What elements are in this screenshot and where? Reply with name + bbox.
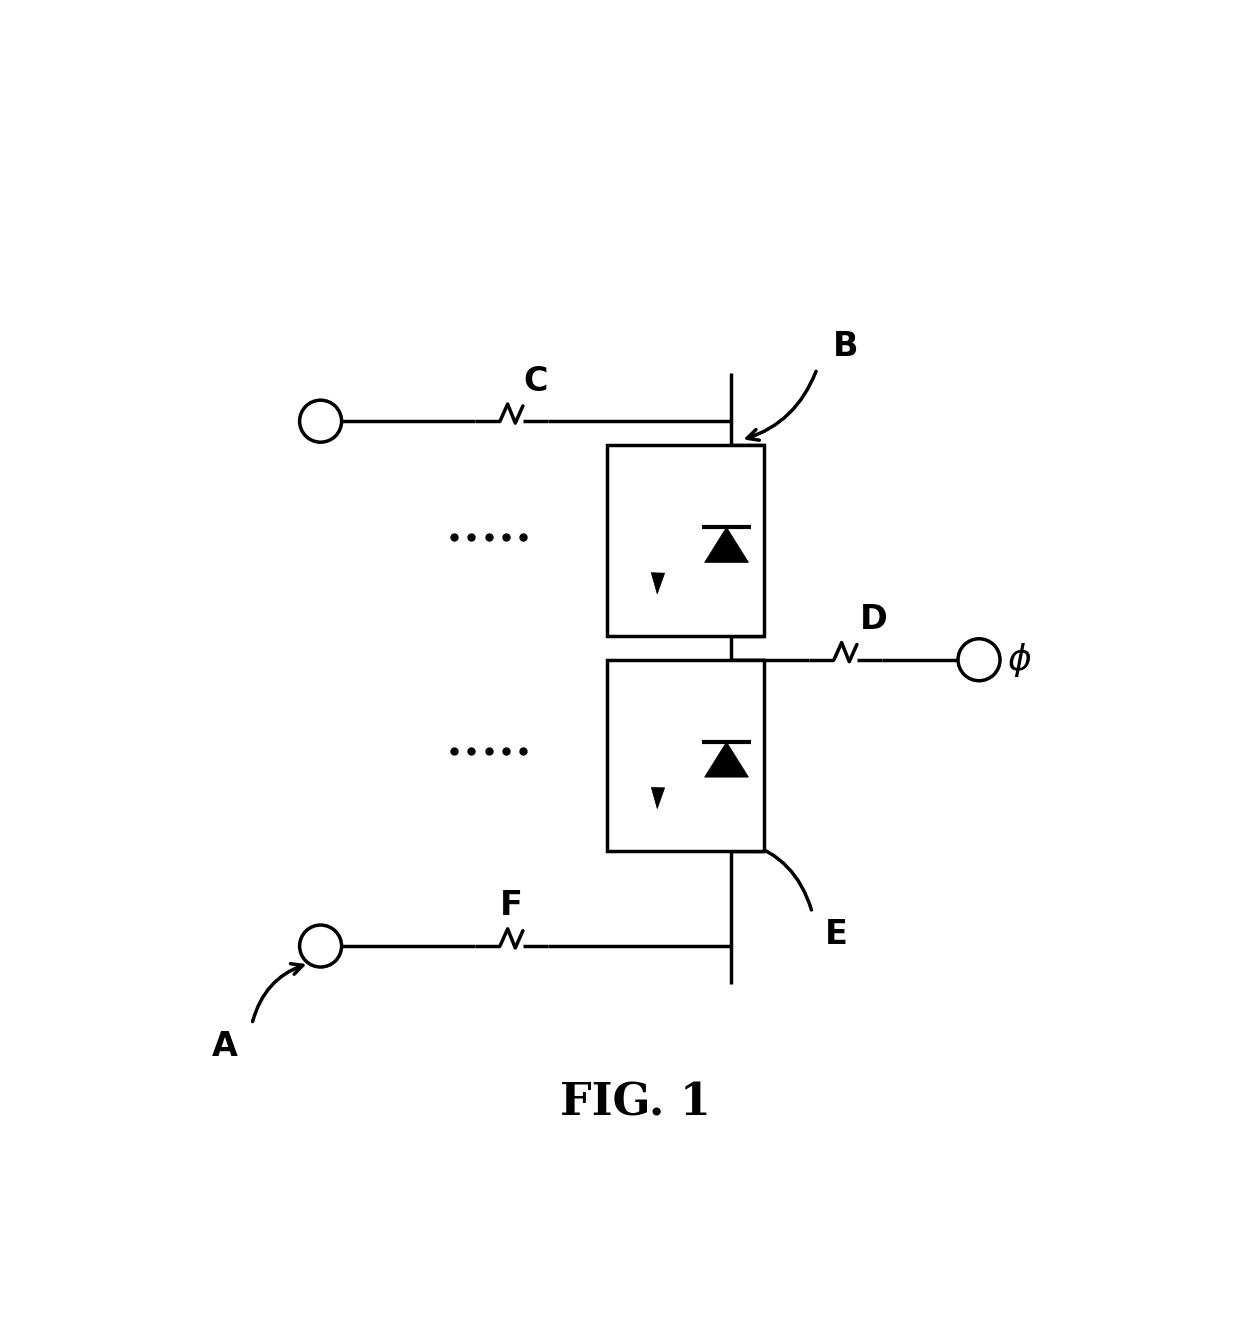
Polygon shape xyxy=(704,741,749,777)
Text: C: C xyxy=(523,365,548,398)
Polygon shape xyxy=(651,572,665,594)
Polygon shape xyxy=(651,788,665,809)
Text: A: A xyxy=(212,1030,238,1062)
Text: F: F xyxy=(500,889,523,922)
Text: FIG. 1: FIG. 1 xyxy=(560,1082,711,1125)
Polygon shape xyxy=(704,527,749,563)
Bar xyxy=(606,445,764,636)
Text: E: E xyxy=(825,918,848,952)
Text: B: B xyxy=(833,330,858,363)
Text: D: D xyxy=(861,603,888,636)
Bar xyxy=(606,660,764,851)
Text: $\phi$: $\phi$ xyxy=(1007,640,1032,679)
